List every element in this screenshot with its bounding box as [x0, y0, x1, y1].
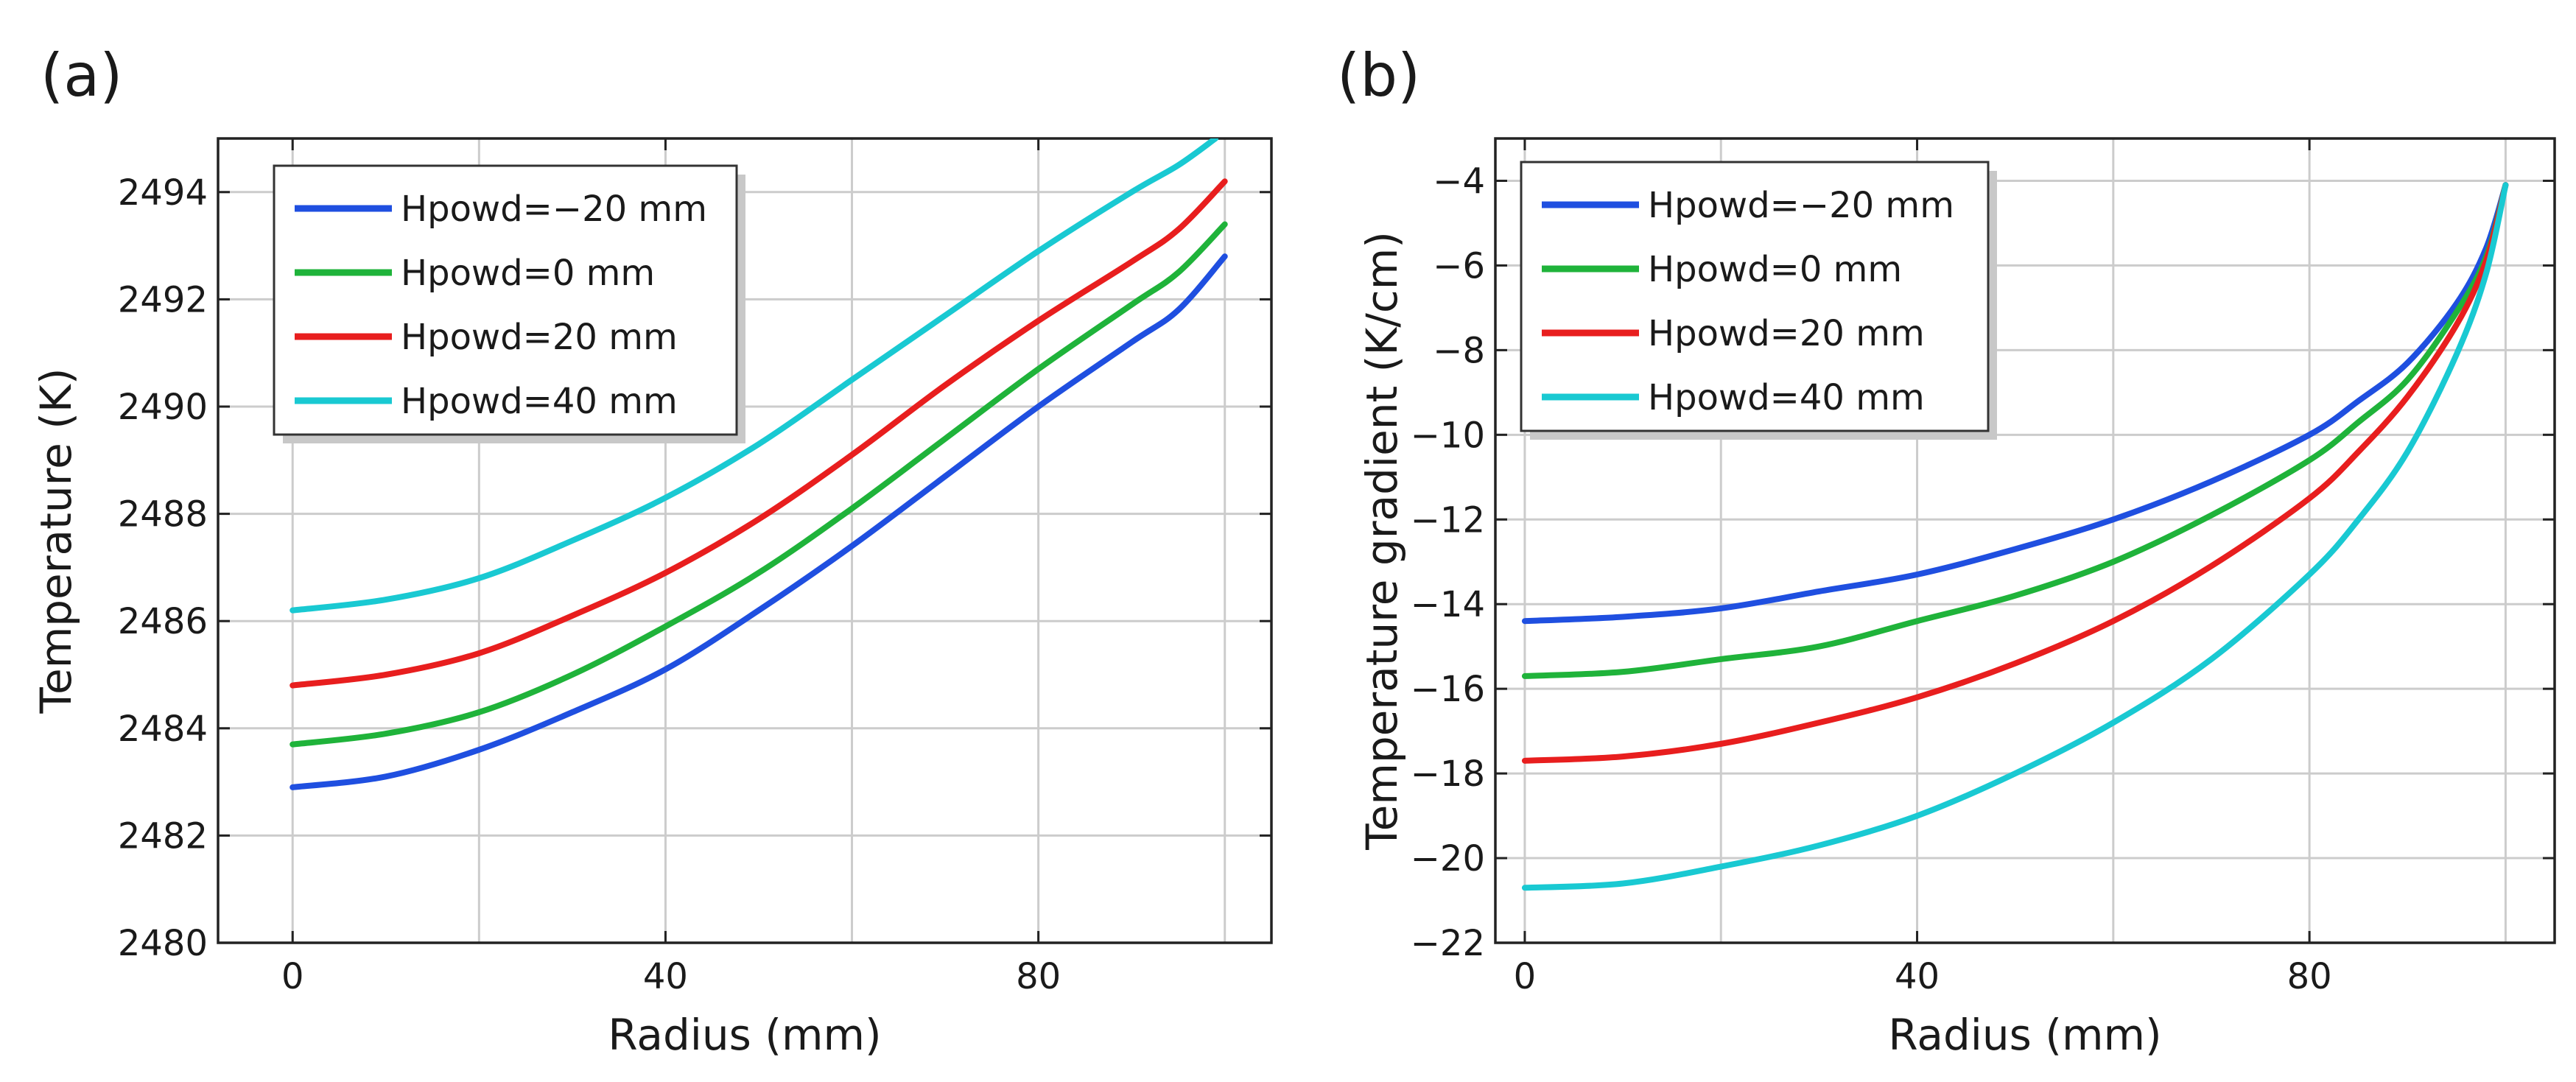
legend-entry: Hpowd=40 mm [401, 381, 678, 422]
legend-entry: Hpowd=−20 mm [401, 189, 707, 230]
panel-label: (a) [41, 41, 122, 110]
x-axis-label: Radius (mm) [608, 1010, 881, 1060]
y-tick-label: −10 [1411, 415, 1485, 456]
series-line-1 [1521, 182, 2509, 679]
chart-panel-a: (a) 0 40 80 2480 2482 2484 2486 2488 2490 2492 2494… [31, 41, 1273, 1060]
y-axis-label: Temperature (K) [31, 368, 81, 714]
y-tick-label: −22 [1411, 923, 1485, 964]
y-tick-label: 2486 [118, 601, 208, 642]
x-axis-label: Radius (mm) [1888, 1010, 2161, 1060]
y-tick-label: 2490 [118, 387, 208, 428]
y-tick-label: −18 [1411, 753, 1485, 795]
x-tick-label: 40 [1895, 956, 1940, 997]
series-line-3 [1521, 182, 2509, 891]
legend-entry: Hpowd=20 mm [1648, 313, 1925, 354]
series-line-1 [289, 221, 1228, 748]
y-tick-label: −20 [1411, 838, 1485, 879]
y-tick-label: −4 [1433, 161, 1485, 202]
x-tick-label: 80 [1016, 956, 1061, 997]
panel-label: (b) [1337, 41, 1420, 110]
x-tick-label: 80 [2287, 956, 2332, 997]
x-tick-label: 0 [281, 956, 304, 997]
series-line-2 [1521, 182, 2509, 764]
series-line-0 [1521, 182, 2509, 625]
y-tick-label: 2480 [118, 923, 208, 964]
x-tick-label: 0 [1514, 956, 1537, 997]
x-tick-label: 40 [643, 956, 688, 997]
series-line-2 [289, 178, 1228, 689]
y-tick-label: 2484 [118, 709, 208, 750]
legend: Hpowd=−20 mm Hpowd=0 mm Hpowd=20 mm Hpowd=4… [273, 164, 745, 443]
series-line-0 [289, 253, 1228, 790]
legend-entry: Hpowd=0 mm [401, 253, 655, 294]
series-line-3 [289, 138, 1219, 614]
y-tick-label: 2492 [118, 279, 208, 320]
legend-entry: Hpowd=40 mm [1648, 377, 1925, 418]
legend-entry: Hpowd=20 mm [401, 317, 678, 358]
y-tick-label: −8 [1433, 330, 1485, 371]
y-tick-label: −6 [1433, 245, 1485, 287]
chart-panel-b: (b) 0 40 80 −22 −20 −18 −16 −14 −12 −10 −8 −6 −4 Radiu… [1337, 41, 2556, 1060]
plot-frame [1494, 137, 2556, 944]
y-tick-label: 2494 [118, 172, 208, 214]
legend: Hpowd=−20 mm Hpowd=0 mm Hpowd=20 mm Hpowd=4… [1520, 161, 1997, 440]
legend-entry: Hpowd=0 mm [1648, 249, 1902, 290]
plot-frame [217, 137, 1273, 944]
y-tick-label: −12 [1411, 499, 1485, 541]
y-tick-label: 2482 [118, 815, 208, 857]
legend-entry: Hpowd=−20 mm [1648, 185, 1954, 226]
y-tick-label: −16 [1411, 669, 1485, 710]
y-tick-label: −14 [1411, 584, 1485, 625]
y-tick-label: 2488 [118, 494, 208, 535]
y-axis-label: Temperature gradient (K/cm) [1357, 231, 1407, 851]
